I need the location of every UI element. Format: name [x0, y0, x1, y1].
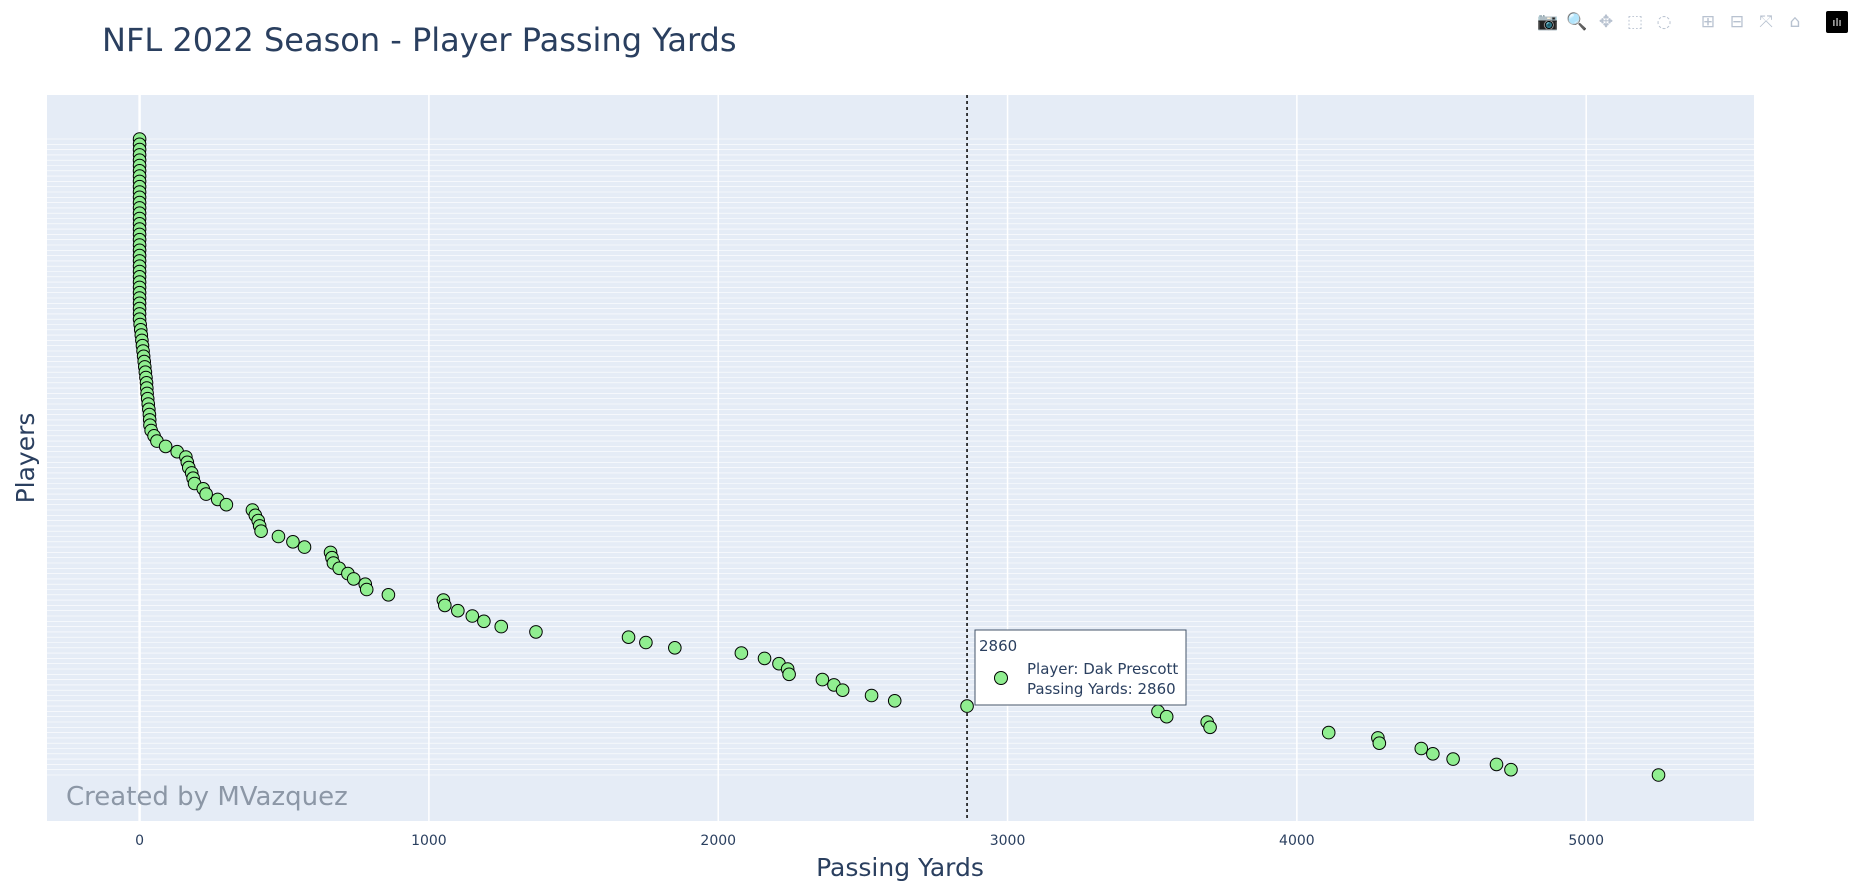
- hover-yards-line: Passing Yards: 2860: [1027, 680, 1176, 698]
- x-axis-label: Passing Yards: [816, 853, 984, 882]
- data-point[interactable]: [1414, 741, 1429, 756]
- data-point[interactable]: [734, 646, 749, 660]
- data-point[interactable]: [1504, 762, 1518, 777]
- data-point[interactable]: [1159, 709, 1174, 724]
- data-point[interactable]: [1489, 757, 1504, 772]
- hover-x-value: 2860: [979, 637, 1017, 655]
- hover-tooltip: 2860 Player: Dak Prescott Passing Yards:…: [974, 629, 1187, 706]
- data-point[interactable]: [438, 598, 452, 613]
- data-point[interactable]: [286, 535, 300, 549]
- data-point[interactable]: [639, 635, 653, 650]
- data-point[interactable]: [465, 609, 480, 623]
- data-point[interactable]: [381, 588, 396, 602]
- data-point[interactable]: [477, 614, 491, 629]
- credit-annotation: Created by MVazquez: [66, 782, 348, 812]
- data-point[interactable]: [835, 683, 850, 698]
- data-point[interactable]: [199, 487, 213, 501]
- zoom-out-icon[interactable]: ⊟: [1729, 12, 1745, 32]
- data-point[interactable]: [1651, 768, 1666, 782]
- x-tick-label: 0: [135, 833, 144, 849]
- data-point[interactable]: [451, 603, 465, 618]
- modebar-group-view: ⊞ ⊟ ⤧ ⌂: [1695, 10, 1808, 34]
- box-select-icon[interactable]: ⬚: [1626, 12, 1644, 32]
- data-point[interactable]: [960, 699, 974, 713]
- reset-axes-icon[interactable]: ⌂: [1789, 12, 1801, 32]
- plotly-logo-icon[interactable]: ılı: [1826, 11, 1848, 33]
- x-tick-label: 1000: [411, 833, 447, 849]
- zoom-in-icon[interactable]: ⊞: [1700, 12, 1716, 32]
- data-point[interactable]: [1372, 736, 1387, 751]
- data-point[interactable]: [529, 625, 543, 639]
- data-point[interactable]: [621, 630, 636, 645]
- x-tick-label: 3000: [990, 833, 1026, 849]
- chart-title: NFL 2022 Season - Player Passing Yards: [102, 21, 737, 59]
- data-point[interactable]: [757, 651, 772, 666]
- data-point[interactable]: [254, 524, 268, 539]
- hover-tooltip-box: [974, 629, 1187, 706]
- y-axis-label: Players: [11, 413, 40, 504]
- camera-icon[interactable]: 📷: [1537, 12, 1559, 32]
- zoom-icon[interactable]: 🔍: [1566, 12, 1588, 32]
- data-point[interactable]: [815, 672, 830, 687]
- pan-icon[interactable]: ✥: [1598, 12, 1614, 32]
- data-point[interactable]: [271, 529, 286, 544]
- data-point[interactable]: [346, 572, 361, 586]
- data-point[interactable]: [297, 540, 312, 554]
- data-point[interactable]: [668, 641, 682, 655]
- data-point[interactable]: [864, 688, 879, 703]
- modebar: 📷 🔍 ✥ ⬚ ◌ ⊞ ⊟ ⤧ ⌂ ılı: [1521, 10, 1848, 34]
- data-point[interactable]: [158, 439, 173, 454]
- data-point[interactable]: [887, 694, 902, 708]
- data-point[interactable]: [1203, 720, 1217, 735]
- plot-area[interactable]: [47, 95, 1754, 821]
- data-point[interactable]: [1321, 725, 1336, 740]
- data-point[interactable]: [1426, 747, 1440, 761]
- data-point[interactable]: [494, 619, 509, 634]
- x-axis-ticks: 0 1000 2000 3000 4000 5000: [135, 833, 1604, 849]
- data-point[interactable]: [1446, 752, 1460, 766]
- x-tick-label: 4000: [1279, 833, 1315, 849]
- data-points[interactable]: [132, 132, 1666, 782]
- hover-marker-swatch: [994, 671, 1008, 685]
- x-tick-label: 5000: [1568, 833, 1604, 849]
- autoscale-icon[interactable]: ⤧: [1759, 12, 1773, 32]
- data-point[interactable]: [359, 582, 374, 597]
- data-point[interactable]: [782, 667, 796, 682]
- x-tick-label: 2000: [700, 833, 736, 849]
- horizontal-gridlines: [47, 138, 1754, 776]
- modebar-group-tools: 📷 🔍 ✥ ⬚ ◌: [1535, 10, 1677, 34]
- lasso-select-icon[interactable]: ◌: [1656, 12, 1672, 32]
- data-point[interactable]: [219, 497, 234, 512]
- hover-player-line: Player: Dak Prescott: [1027, 660, 1178, 678]
